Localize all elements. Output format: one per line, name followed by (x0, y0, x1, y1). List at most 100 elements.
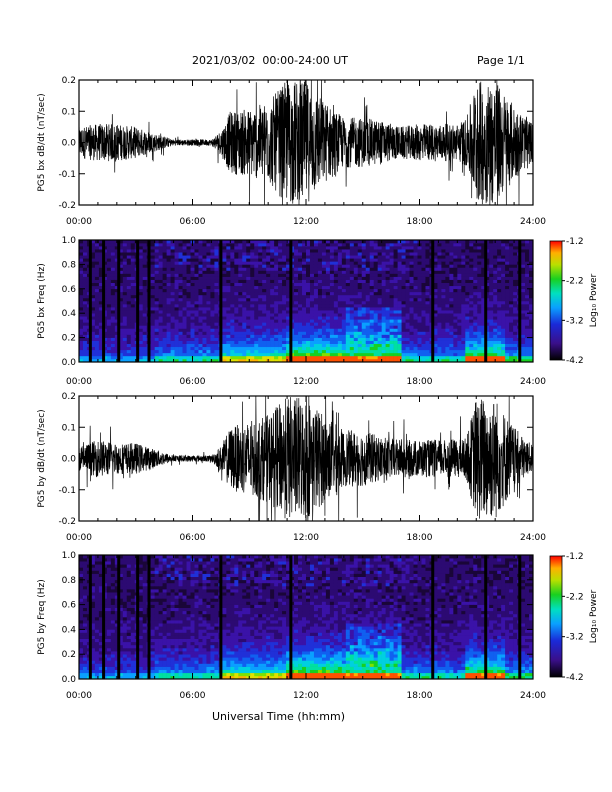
spectrogram-cell (79, 343, 84, 348)
spectrogram-cell (477, 282, 482, 287)
spectrogram-cell (230, 264, 235, 268)
spectrogram-cell (114, 337, 120, 341)
spectrogram-cell (282, 337, 287, 341)
spectrogram-cell (186, 294, 191, 299)
spectrogram-cell (274, 334, 279, 338)
spectrogram-cell (333, 340, 339, 344)
spectrogram-cell (481, 337, 486, 341)
spectrogram-cell (242, 288, 247, 293)
spectrogram-cell (79, 623, 84, 627)
spectrogram-cell (274, 319, 279, 323)
spectrogram-cell (381, 279, 386, 283)
spectrogram-cell (349, 343, 355, 348)
spectrogram-cell (202, 246, 207, 250)
spectrogram-cell (114, 258, 120, 262)
spectrogram-cell (505, 304, 510, 308)
spectrogram-cell (393, 301, 398, 305)
spectrogram-cell (206, 264, 211, 268)
spectrogram-cell (150, 346, 155, 351)
spectrogram-cell (234, 291, 239, 296)
spectrogram-cell (90, 346, 96, 351)
spectrogram-cell (417, 328, 422, 332)
spectrogram-cell (306, 246, 311, 250)
spectrogram-cell (82, 663, 88, 667)
spectrogram-cell (453, 258, 458, 262)
spectrogram-cell (130, 261, 136, 265)
spectrogram-cell (162, 340, 167, 344)
spectrogram-cell (250, 304, 255, 308)
spectrogram-cell (182, 307, 187, 311)
spectrogram-cell (130, 258, 136, 262)
spectrogram-cell (110, 297, 116, 302)
spectrogram-cell (274, 288, 279, 293)
spectrogram-cell (489, 328, 494, 332)
spectrogram-cell (278, 349, 283, 354)
spectrogram-cell (82, 669, 88, 674)
spectrogram-cell (210, 301, 215, 305)
spectrogram-cell (449, 285, 454, 290)
spectrogram-cell (473, 355, 478, 360)
spectrogram-cell (250, 301, 255, 305)
spectrogram-cell (142, 337, 147, 341)
spectrogram-cell (421, 285, 426, 290)
spectrogram-cell (190, 252, 195, 256)
spectrogram-cell (178, 258, 183, 262)
spectrogram-cell (302, 261, 307, 265)
spectrogram-cell (493, 258, 498, 262)
spectrogram-cell (274, 337, 279, 341)
spectrogram-cell (82, 672, 88, 677)
spectrogram-cell (433, 246, 438, 250)
spectrogram-cell (206, 276, 211, 280)
spectrogram-cell (254, 343, 259, 348)
spectrogram-cell (79, 586, 84, 590)
spectrogram-cell (433, 349, 438, 354)
spectrogram-cell (369, 282, 374, 287)
spectrogram-cell (353, 258, 359, 262)
spectrogram-cell (421, 243, 426, 247)
spectrogram-cell (333, 249, 339, 253)
spectrogram-cell (254, 349, 259, 354)
spectrogram-cell (505, 252, 510, 256)
spectrogram-cell (226, 322, 231, 326)
spectrogram-cell (369, 297, 374, 302)
spectrogram-cell (298, 294, 303, 299)
spectrogram-cell (79, 285, 84, 290)
spectrogram-cell (501, 310, 506, 314)
spectrogram-cell (178, 331, 183, 335)
spectrogram-cell (349, 270, 355, 274)
spectrogram-cell (433, 319, 438, 323)
spectrogram-cell (457, 343, 462, 348)
spectrogram-cell (250, 322, 255, 326)
spectrogram-cell (178, 291, 183, 296)
spectrogram-cell (413, 246, 418, 250)
spectrogram-cell (82, 358, 88, 363)
spectrogram-cell (94, 285, 100, 290)
spectrogram-cell (425, 264, 430, 268)
spectrogram-cell (329, 267, 335, 271)
spectrogram-cell (226, 267, 231, 271)
spectrogram-cell (122, 264, 128, 268)
spectrogram-cell (242, 307, 247, 311)
spectrogram-cell (509, 255, 514, 259)
spectrogram-cell (230, 310, 235, 314)
spectrogram-cell (234, 307, 239, 311)
spectrogram-cell (258, 307, 263, 311)
spectrogram-cell (94, 310, 100, 314)
spectrogram-cell (98, 301, 104, 305)
spectrogram-cell (309, 276, 315, 280)
spectrogram-cell (321, 355, 327, 360)
spectrogram-cell (361, 291, 367, 296)
spectrogram-cell (469, 282, 474, 287)
spectrogram-cell (110, 288, 116, 293)
spectrogram-cell (82, 313, 88, 317)
spectrogram-cell (529, 349, 534, 354)
spectrogram-cell (282, 297, 287, 302)
spectrogram-cell (90, 610, 96, 615)
spectrogram-cell (242, 316, 247, 320)
spectrogram-cell (389, 243, 394, 247)
spectrogram-cell (282, 304, 287, 308)
spectrogram-cell (250, 261, 255, 265)
spectrogram-cell (321, 282, 327, 287)
spectrogram-cell (445, 322, 450, 326)
spectrogram-cell (333, 279, 339, 283)
